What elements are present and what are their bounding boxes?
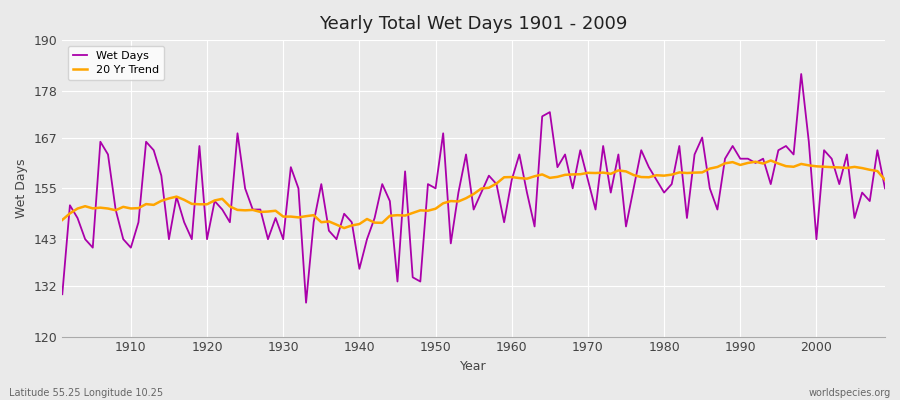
Line: 20 Yr Trend: 20 Yr Trend: [62, 160, 885, 228]
20 Yr Trend: [338, 226, 349, 230]
Wet Days: [285, 165, 296, 170]
Wet Days: [118, 237, 129, 242]
Wet Days: [796, 72, 806, 76]
Line: Wet Days: Wet Days: [62, 74, 885, 303]
20 Yr Trend: [507, 175, 517, 180]
Text: Latitude 55.25 Longitude 10.25: Latitude 55.25 Longitude 10.25: [9, 388, 163, 398]
Wet Days: [301, 300, 311, 305]
20 Yr Trend: [606, 172, 616, 176]
Wet Days: [606, 190, 616, 195]
20 Yr Trend: [879, 178, 890, 182]
20 Yr Trend: [514, 176, 525, 180]
Title: Yearly Total Wet Days 1901 - 2009: Yearly Total Wet Days 1901 - 2009: [320, 15, 628, 33]
20 Yr Trend: [285, 214, 296, 219]
Wet Days: [57, 292, 68, 297]
Wet Days: [338, 211, 349, 216]
20 Yr Trend: [57, 218, 68, 222]
20 Yr Trend: [118, 204, 129, 209]
Wet Days: [879, 186, 890, 191]
Text: worldspecies.org: worldspecies.org: [809, 388, 891, 398]
X-axis label: Year: Year: [460, 360, 487, 373]
Y-axis label: Wet Days: Wet Days: [15, 158, 28, 218]
Legend: Wet Days, 20 Yr Trend: Wet Days, 20 Yr Trend: [68, 46, 165, 80]
Wet Days: [514, 152, 525, 157]
20 Yr Trend: [331, 222, 342, 227]
Wet Days: [507, 178, 517, 182]
20 Yr Trend: [765, 158, 776, 163]
